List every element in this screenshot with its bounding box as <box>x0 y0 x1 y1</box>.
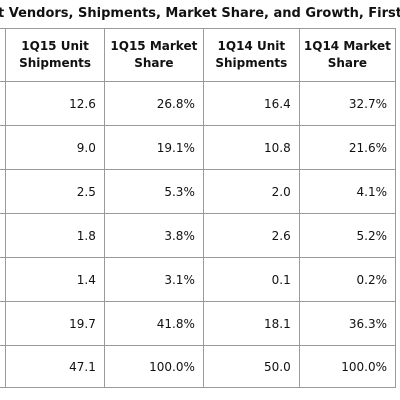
table-row: 12.6 26.8% 16.4 32.7% <box>0 81 397 126</box>
table-cell: 0.1 <box>202 257 300 302</box>
table-cell: 3.8% <box>103 213 204 258</box>
table-cell: 100.0% <box>103 345 204 388</box>
table-cell: 41.8% <box>103 301 204 346</box>
table-cell: 5.3% <box>103 169 204 214</box>
header-line: Shipments <box>19 56 92 70</box>
table-cell: 2.6 <box>202 213 300 258</box>
table-cell: 10.8 <box>202 125 300 170</box>
table-cell: 19.7 <box>5 301 105 346</box>
table-cell: 16.4 <box>202 81 300 126</box>
table-cell: 5.2% <box>298 213 397 258</box>
header-line: 1Q14 Unit <box>217 39 286 53</box>
header-line: Share <box>327 56 368 70</box>
header-1q15-market-share: 1Q15 Market Share <box>103 28 204 82</box>
table-cell: 12.6 <box>5 81 105 126</box>
table-cell: 9.0 <box>5 125 105 170</box>
table-cell: 2.0 <box>202 169 300 214</box>
table-cell: 3.1% <box>103 257 204 302</box>
table-cell: 1.4 <box>5 257 105 302</box>
table-cell: 32.7% <box>298 81 397 126</box>
table-row: 19.7 41.8% 18.1 36.3% <box>0 301 397 346</box>
table-cell: 100.0% <box>298 345 397 388</box>
table-cell: 26.8% <box>103 81 204 126</box>
header-1q14-market-share: 1Q14 Market Share <box>298 28 397 82</box>
table-cell: 0.2% <box>298 257 397 302</box>
shipments-table: 1Q15 Unit Shipments 1Q15 Market Share 1Q… <box>0 28 397 388</box>
header-row: 1Q15 Unit Shipments 1Q15 Market Share 1Q… <box>0 28 397 82</box>
table-row: 1.4 3.1% 0.1 0.2% <box>0 257 397 302</box>
total-row: 47.1 100.0% 50.0 100.0% <box>0 345 397 388</box>
table-cell: 21.6% <box>298 125 397 170</box>
table-row: 9.0 19.1% 10.8 21.6% <box>0 125 397 170</box>
table-row: 2.5 5.3% 2.0 4.1% <box>0 169 397 214</box>
header-line: 1Q15 Market <box>110 39 198 53</box>
table-cell: 47.1 <box>5 345 105 388</box>
table-cell: 1.8 <box>5 213 105 258</box>
table-cell: 36.3% <box>298 301 397 346</box>
header-line: Share <box>134 56 174 70</box>
table-cell: 50.0 <box>202 345 300 388</box>
header-line: 1Q14 Market <box>303 39 391 53</box>
header-line: Shipments <box>215 56 288 70</box>
table-cell: 19.1% <box>103 125 204 170</box>
table-row: 1.8 3.8% 2.6 5.2% <box>0 213 397 258</box>
table-cell: 18.1 <box>202 301 300 346</box>
header-1q15-unit-shipments: 1Q15 Unit Shipments <box>5 28 105 82</box>
header-1q14-unit-shipments: 1Q14 Unit Shipments <box>202 28 300 82</box>
table-title: t Vendors, Shipments, Market Share, and … <box>0 6 400 21</box>
vendor-cell <box>0 345 7 388</box>
table-cell: 4.1% <box>298 169 397 214</box>
header-line: 1Q15 Unit <box>21 39 89 53</box>
table-cell: 2.5 <box>5 169 105 214</box>
